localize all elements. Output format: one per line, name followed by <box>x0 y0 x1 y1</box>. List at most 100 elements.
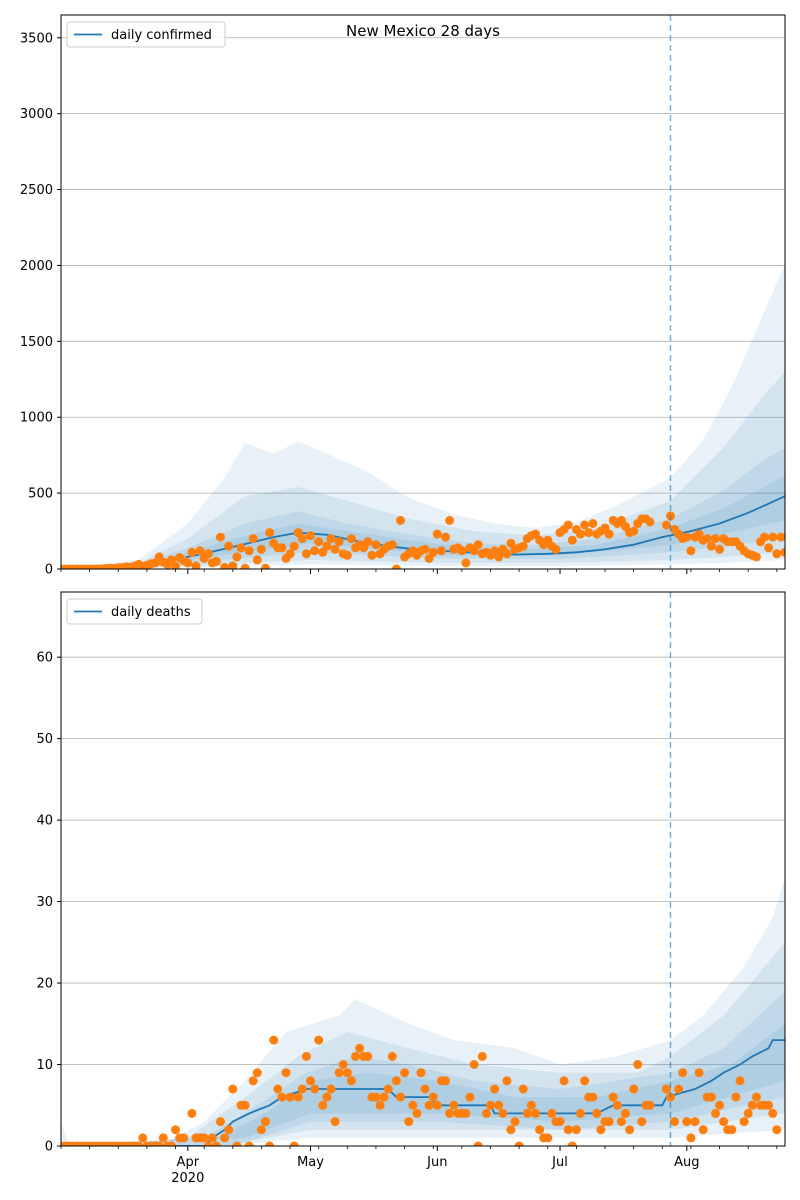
observed-point <box>764 543 774 553</box>
observed-point <box>743 1108 753 1118</box>
observed-point <box>772 1125 782 1135</box>
observed-point <box>735 1076 745 1086</box>
observed-point <box>494 552 504 562</box>
observed-point <box>379 1092 389 1102</box>
y-tick-label: 3000 <box>20 107 53 122</box>
observed-point <box>428 1092 438 1102</box>
observed-point <box>637 1117 647 1127</box>
observed-point <box>371 540 381 550</box>
observed-point <box>228 1084 238 1094</box>
observed-point <box>441 1076 450 1086</box>
observed-point <box>555 1117 565 1127</box>
observed-point <box>404 1117 414 1127</box>
observed-point <box>711 534 720 544</box>
observed-point <box>391 1076 401 1086</box>
observed-point <box>318 1100 328 1110</box>
observed-point <box>240 1100 250 1110</box>
observed-point <box>682 1117 692 1127</box>
observed-point <box>670 1117 680 1127</box>
observed-point <box>228 561 238 569</box>
observed-point <box>420 1084 430 1094</box>
observed-point <box>576 529 585 539</box>
observed-point <box>420 544 430 554</box>
observed-point <box>334 537 344 547</box>
observed-point <box>203 1141 213 1146</box>
observed-point <box>154 1141 164 1146</box>
observed-point <box>559 1076 569 1086</box>
observed-point <box>269 1035 279 1045</box>
observed-point <box>138 1133 148 1143</box>
observed-point <box>674 1084 684 1094</box>
y-tick-label: 3500 <box>20 31 53 46</box>
observed-point <box>780 547 785 557</box>
observed-point <box>588 519 598 528</box>
x-tick-label: May <box>297 1155 324 1170</box>
observed-point <box>306 1076 315 1086</box>
observed-point <box>678 1068 688 1078</box>
observed-point <box>621 1108 630 1118</box>
observed-point <box>387 1051 397 1061</box>
observed-point <box>203 549 213 559</box>
observed-point <box>633 1060 643 1069</box>
legend-box <box>66 598 203 625</box>
observed-point <box>682 532 692 542</box>
observed-point <box>461 1108 471 1118</box>
observed-point <box>220 563 230 569</box>
observed-point <box>760 532 769 542</box>
y-tick-label: 60 <box>36 651 53 666</box>
observed-point <box>297 1084 307 1094</box>
observed-point <box>330 544 340 554</box>
observed-point <box>216 1117 225 1127</box>
observed-point <box>510 1117 520 1127</box>
y-tick-label: 50 <box>36 732 53 747</box>
x-tick-label: Jun <box>426 1155 447 1170</box>
observed-point <box>166 1141 176 1146</box>
observed-point <box>387 540 397 550</box>
observed-point <box>629 526 639 536</box>
observed-point <box>551 544 561 554</box>
observed-point <box>531 1108 540 1118</box>
confidence-band-mid-inner <box>61 447 785 569</box>
observed-point <box>465 1092 475 1102</box>
observed-point <box>211 1141 221 1146</box>
observed-point <box>396 515 405 525</box>
observed-point <box>432 529 442 539</box>
observed-point <box>486 1100 495 1110</box>
observed-point <box>584 528 594 538</box>
observed-point <box>265 528 275 538</box>
observed-point <box>240 563 250 569</box>
x-tick-label: Apr <box>177 1155 200 1170</box>
y-tick-label: 1500 <box>20 335 53 350</box>
observed-point <box>747 1100 757 1110</box>
observed-point <box>408 1100 418 1110</box>
observed-point <box>306 531 315 541</box>
legend-box <box>66 21 226 48</box>
x-tick-label: Aug <box>674 1155 699 1170</box>
observed-point <box>179 1133 189 1143</box>
observed-point <box>322 541 332 551</box>
observed-point <box>547 1108 557 1118</box>
y-tick-label: 2500 <box>20 183 53 198</box>
observed-point <box>363 537 373 547</box>
observed-point <box>265 1141 275 1146</box>
observed-point <box>351 1051 360 1061</box>
y-tick-label: 20 <box>36 977 53 992</box>
observed-point <box>698 1125 708 1135</box>
observed-point <box>576 1108 585 1118</box>
observed-point <box>502 1076 512 1086</box>
observed-point <box>342 550 352 560</box>
observed-point <box>396 1092 405 1102</box>
observed-point <box>277 1092 287 1102</box>
observed-point <box>776 532 785 542</box>
legend: daily confirmed <box>66 21 226 48</box>
plot-frame <box>60 591 786 1147</box>
y-tick-label: 0 <box>45 1140 53 1155</box>
observed-point <box>261 1117 270 1127</box>
observed-point <box>445 1108 455 1118</box>
observed-point <box>244 546 254 556</box>
observed-point <box>686 1133 696 1143</box>
observed-point <box>326 534 336 544</box>
observed-point <box>158 1133 168 1143</box>
observed-point <box>706 1092 716 1102</box>
